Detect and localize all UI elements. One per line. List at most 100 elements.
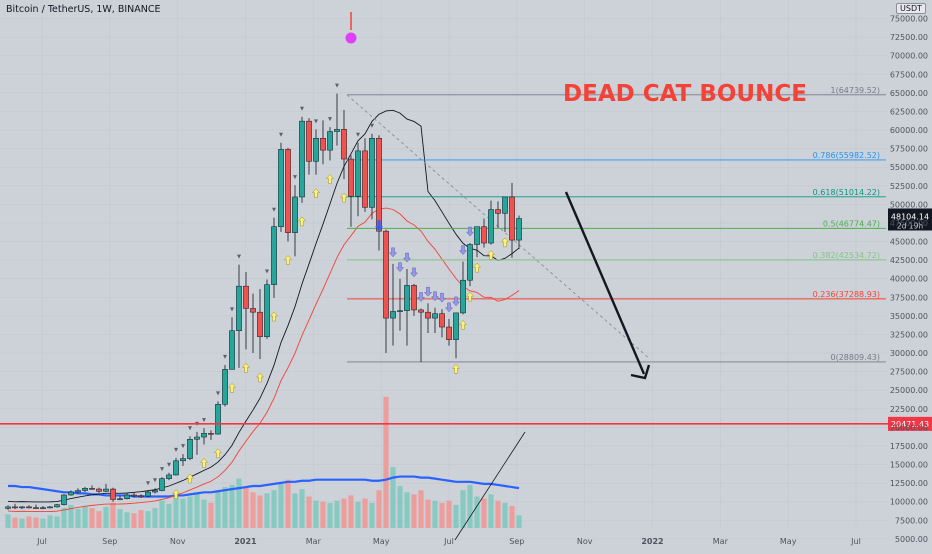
candle-body — [250, 308, 256, 313]
candle-body — [404, 285, 410, 311]
candle-body — [495, 209, 501, 214]
signal-down-arrow — [458, 245, 468, 256]
signal-up-arrow — [486, 250, 496, 260]
volume-bar — [502, 502, 508, 528]
candle-body — [222, 369, 228, 405]
candle-body — [26, 506, 32, 509]
x-tick-label: Jul — [443, 537, 454, 546]
volume-bar — [243, 487, 249, 528]
candle-body — [278, 149, 284, 227]
candle-body — [124, 494, 130, 499]
y-tick-label: 30000.00 — [890, 349, 928, 358]
volume-bar — [110, 502, 116, 528]
volume-bar — [12, 517, 18, 528]
breakdown-arrow — [375, 220, 383, 232]
candle-body — [439, 313, 445, 328]
candle-body — [453, 312, 459, 340]
current-price-tag — [888, 208, 932, 231]
signal-down-arrow — [465, 226, 475, 237]
candle-body — [96, 488, 102, 492]
price-axis-panel — [888, 0, 932, 550]
y-tick-label: 45000.00 — [890, 238, 928, 247]
candle-body — [103, 488, 109, 492]
signal-arrows — [146, 12, 510, 499]
signal-up-arrow — [227, 383, 237, 393]
volume-bar — [222, 487, 228, 528]
y-tick-label: 47500.00 — [890, 219, 928, 228]
signal-triangle — [293, 175, 297, 180]
candle-body — [82, 488, 88, 491]
candle-body — [208, 433, 214, 435]
candle-body — [334, 129, 340, 132]
signal-up-arrow — [451, 363, 461, 374]
candle-body — [180, 458, 186, 462]
volume-bar — [348, 495, 354, 528]
candle-body — [474, 226, 480, 245]
top-marker-dot — [345, 32, 357, 44]
candle-body — [54, 504, 60, 508]
x-tick-label: Jul — [36, 537, 47, 546]
signal-triangle — [216, 391, 220, 396]
signal-triangle — [146, 481, 150, 486]
volume-bar — [411, 494, 417, 528]
volume-bar — [124, 512, 130, 528]
volume-bar — [180, 498, 186, 528]
signal-up-arrow — [465, 291, 475, 302]
y-tick-label: 22500.00 — [890, 405, 928, 414]
candle-body — [12, 506, 18, 509]
x-tick-label: 2021 — [234, 537, 257, 546]
y-tick-label: 20000.00 — [890, 423, 928, 432]
volume-bar — [117, 509, 123, 528]
candle-body — [68, 491, 74, 496]
volume-bar — [488, 494, 494, 528]
signal-triangle — [181, 444, 185, 449]
y-tick-label: 10000.00 — [890, 498, 928, 507]
candle-body — [509, 196, 515, 241]
currency-badge[interactable]: USDT — [896, 3, 926, 14]
volume-bar — [460, 490, 466, 528]
y-tick-label: 27500.00 — [890, 368, 928, 377]
signal-triangle — [272, 207, 276, 212]
y-tick-label: 72500.00 — [890, 33, 928, 42]
candle-body — [467, 244, 473, 281]
candle-body — [376, 137, 382, 232]
y-tick-label: 5000.00 — [895, 535, 928, 544]
y-tick-label: 32500.00 — [890, 330, 928, 339]
x-tick-label: Nov — [577, 537, 593, 546]
signal-down-arrow — [395, 262, 405, 273]
volume-bar — [54, 516, 60, 528]
fib-level-label: 1(64739.52) — [830, 86, 880, 95]
y-tick-label: 57500.00 — [890, 145, 928, 154]
x-tick-label: Nov — [170, 537, 186, 546]
signal-up-arrow — [339, 192, 349, 203]
volume-bar — [47, 515, 53, 528]
signal-down-arrow — [430, 291, 440, 302]
candle-body — [159, 478, 165, 491]
signal-down-arrow — [423, 286, 433, 297]
volume-bar — [152, 508, 158, 528]
candle-body — [383, 230, 389, 319]
signal-triangle — [314, 119, 318, 124]
chart-title: DEAD CAT BOUNCE — [563, 81, 807, 107]
candle-body — [229, 330, 235, 370]
volume-bar — [201, 499, 207, 528]
signal-up-arrow — [311, 188, 321, 198]
x-tick-label: May — [780, 537, 797, 546]
volume-bar — [327, 502, 333, 528]
candle-body — [516, 218, 522, 241]
volume-bar — [418, 490, 424, 528]
candle-body — [19, 506, 25, 509]
projection-arrow-shaft — [564, 191, 646, 375]
signal-up-arrow — [269, 311, 279, 322]
volume-bar — [299, 489, 305, 528]
volume-bar — [75, 509, 81, 528]
x-tick-label: Sep — [102, 537, 117, 546]
candle-body — [411, 285, 417, 311]
candle-body — [327, 131, 333, 151]
candle-body — [271, 226, 277, 285]
volume-bar — [292, 493, 298, 528]
candle-body — [131, 494, 137, 497]
volume-bar — [264, 493, 270, 528]
signal-up-arrow — [500, 237, 510, 248]
